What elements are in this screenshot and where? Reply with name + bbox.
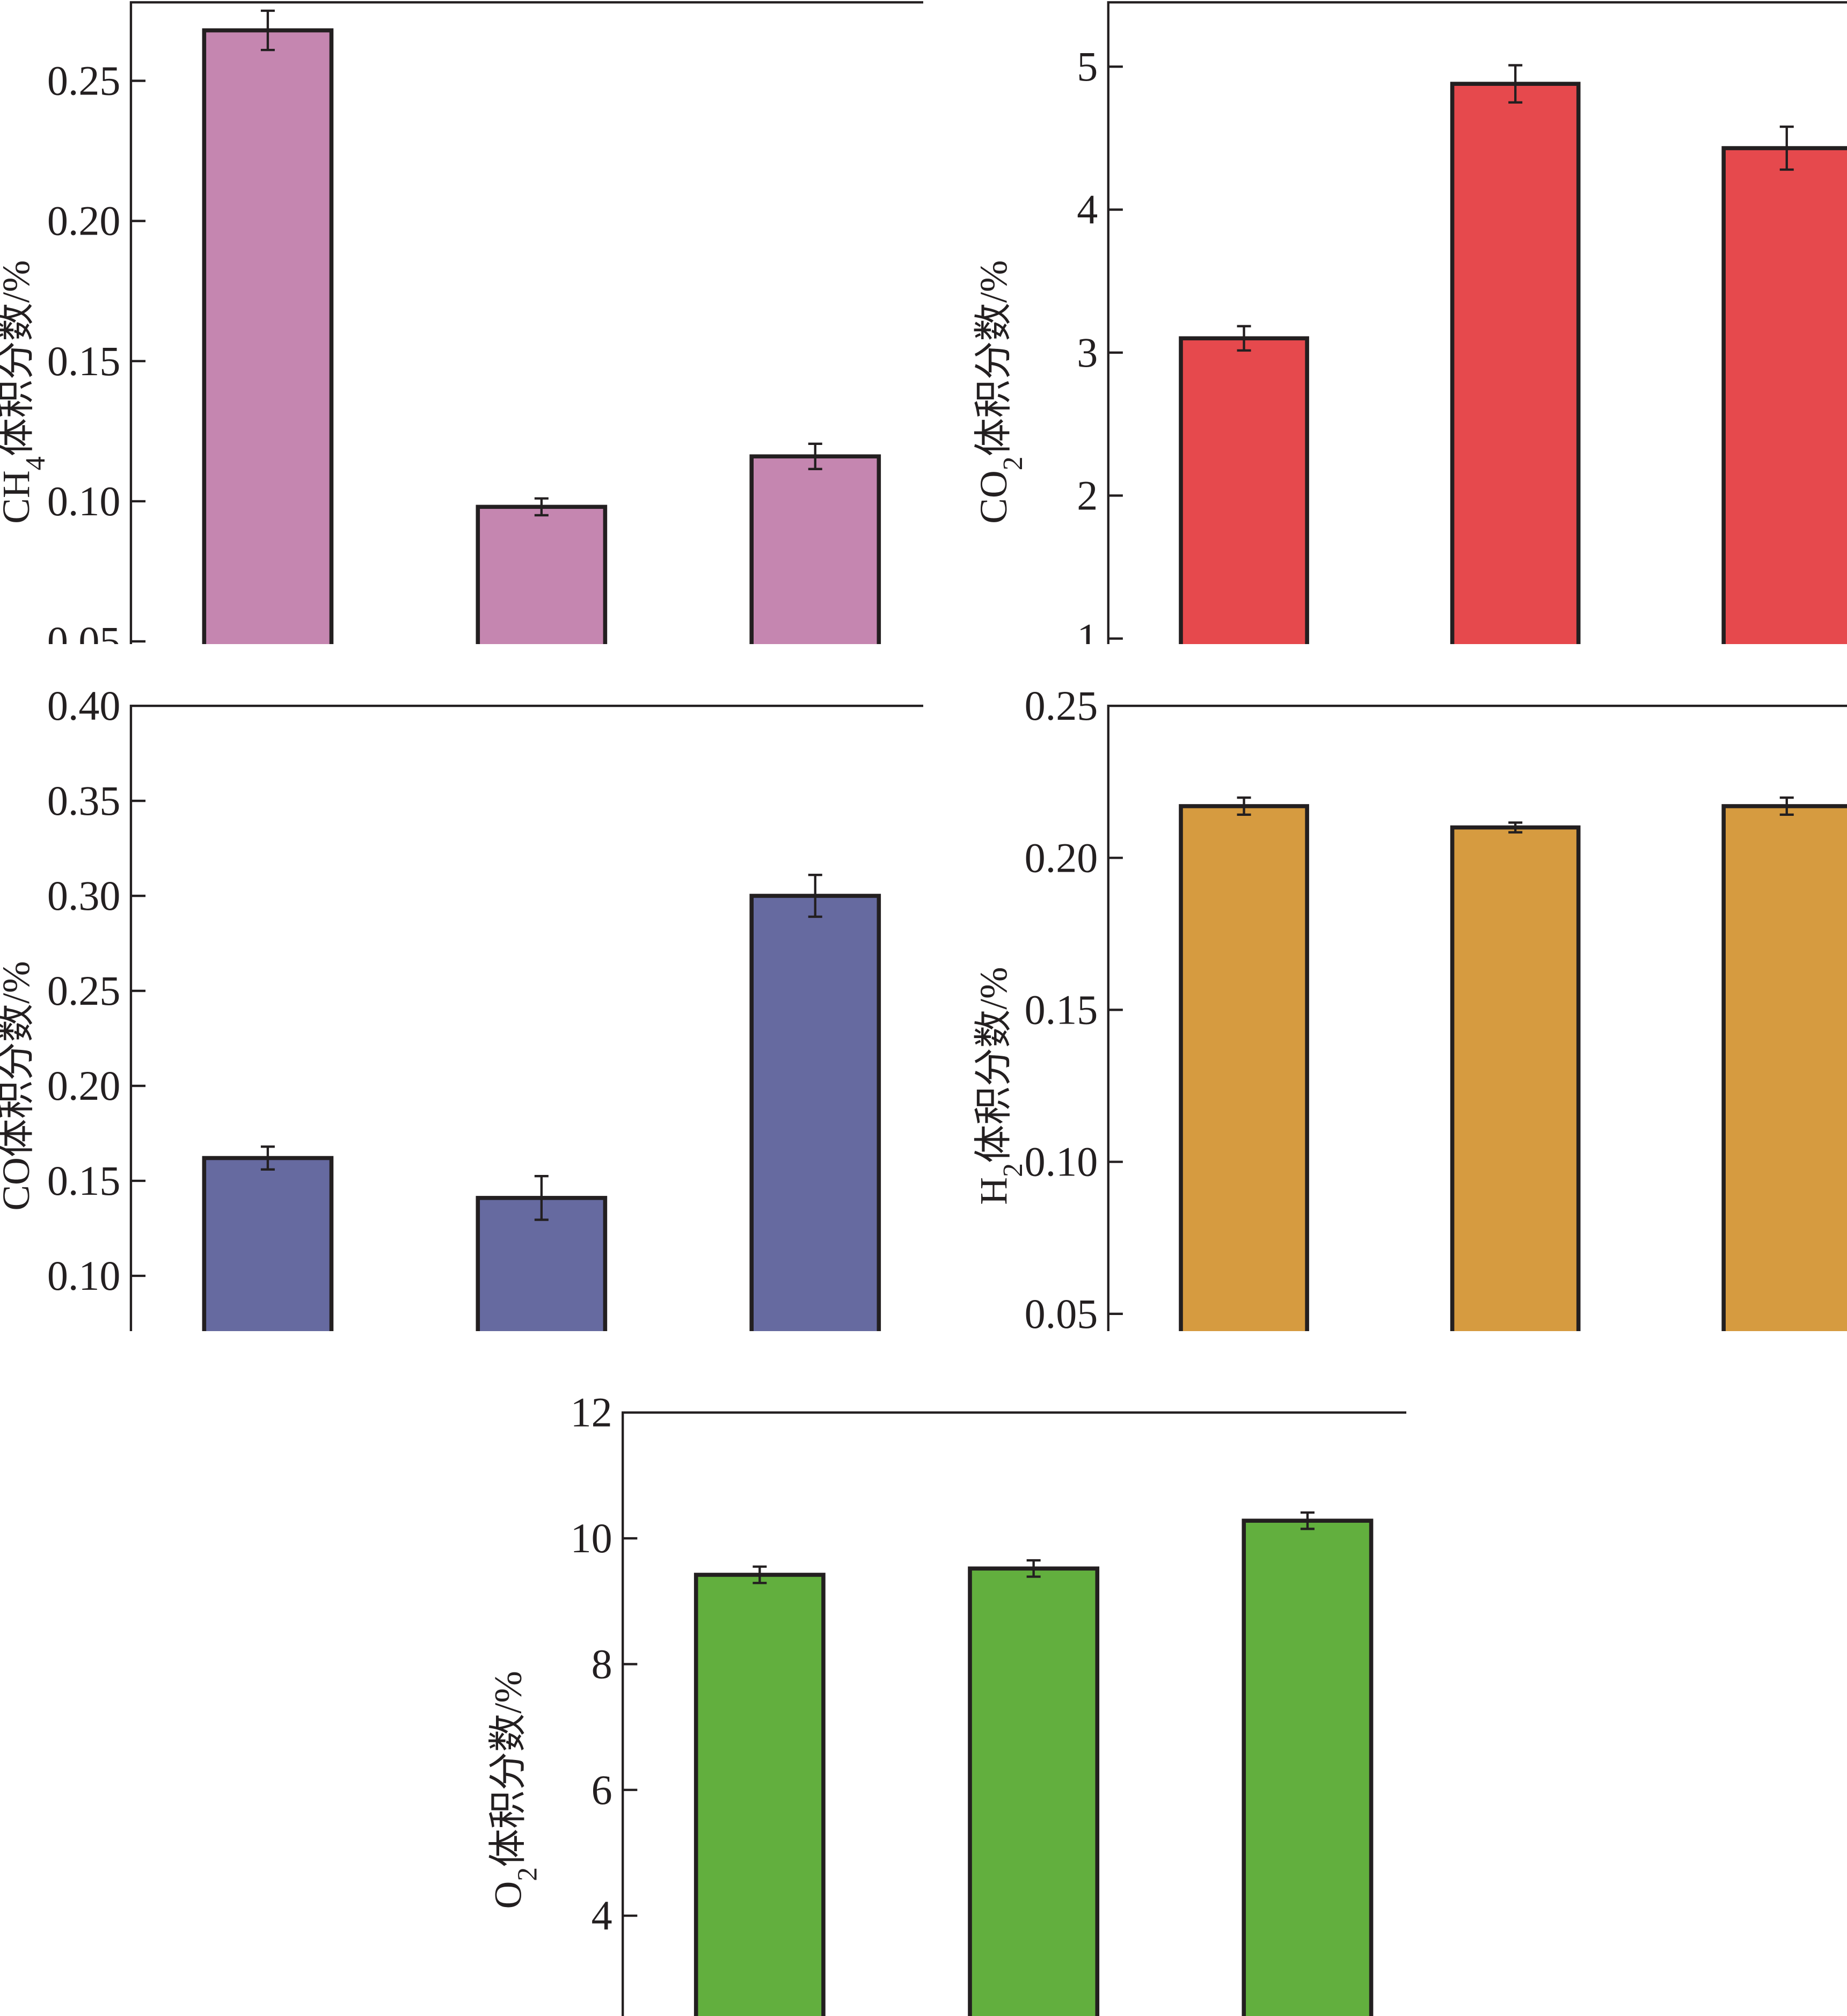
error-bar-b-0: [1237, 325, 1251, 352]
bar-a-1: [476, 505, 608, 644]
error-bar-c-0: [260, 1145, 275, 1171]
chart-panel-c: 00.050.100.150.200.250.300.350.40CaSO4Si…: [0, 682, 923, 1331]
y-tick-label: 12: [571, 1389, 612, 1436]
error-bar-a-2: [808, 442, 822, 470]
y-axis-label: O2体积分数/%: [487, 1671, 543, 1909]
plot-frame: [1107, 1, 1847, 644]
bar-e-0: [693, 1573, 826, 2016]
y-axis-label: H2体积分数/%: [973, 967, 1028, 1204]
y-tick-label: 0.25: [47, 57, 121, 104]
y-tick-label: 0.40: [47, 682, 121, 729]
y-tick-label: 0.30: [47, 872, 121, 919]
error-bar-e-1: [1026, 1559, 1041, 1578]
y-tick-label: 4: [592, 1892, 612, 1939]
error-bar-b-2: [1779, 125, 1794, 171]
chart-panel-d: 00.050.100.150.200.25CaSO4SiO2煤H2体积分数/%(…: [973, 682, 1847, 1331]
error-bar-b-1: [1508, 64, 1523, 104]
bar-d-2: [1721, 804, 1847, 1331]
chart-panel-a: 00.050.100.150.200.25CaSO4SiO2煤CH4体积分数/%…: [0, 1, 923, 644]
chart-group-b: 012345CaSO4SiO2煤CO2体积分数/%(b) 不同载氧体氧化反应中C…: [973, 1, 1847, 644]
y-tick-label: 0.10: [47, 1252, 121, 1299]
error-bar-d-1: [1508, 821, 1523, 834]
chart-panel-e: 024681012CaSO4SiO2煤O2体积分数/%(e) 不同载氧体氧化反应…: [487, 1389, 1406, 2016]
y-axis-label: CO2体积分数/%: [973, 260, 1028, 524]
y-tick-label: 0.15: [47, 1157, 121, 1204]
y-tick-label: 0.20: [1025, 834, 1098, 881]
y-tick-label: 0.35: [47, 777, 121, 824]
error-bar-e-2: [1300, 1511, 1315, 1530]
bar-b-2: [1721, 146, 1847, 644]
bar-d-0: [1179, 804, 1309, 1331]
y-axis-label: CO体积分数/%: [0, 961, 38, 1210]
bar-a-0: [202, 28, 334, 644]
y-axis-label: CH4体积分数/%: [0, 260, 51, 524]
y-tick-label: 0.15: [47, 338, 121, 384]
error-bar-c-2: [808, 873, 822, 918]
bar-b-0: [1179, 336, 1309, 644]
error-bar-e-0: [753, 1565, 767, 1584]
y-tick-label: 2: [1077, 472, 1098, 518]
y-tick-label: 0.15: [1025, 986, 1098, 1033]
bar-d-1: [1450, 825, 1581, 1331]
y-tick-label: 0.05: [47, 618, 121, 644]
chart-group-a: 00.050.100.150.200.25CaSO4SiO2煤CH4体积分数/%…: [0, 1, 923, 644]
chart-group-e: 024681012CaSO4SiO2煤O2体积分数/%(e) 不同载氧体氧化反应…: [487, 1389, 1406, 2016]
chart-panel-b: 012345CaSO4SiO2煤CO2体积分数/%(b) 不同载氧体氧化反应中C…: [973, 1, 1847, 644]
error-bar-a-1: [534, 497, 549, 517]
plot-frame: [129, 1, 923, 644]
chart-group-d: 00.050.100.150.200.25CaSO4SiO2煤H2体积分数/%(…: [973, 682, 1847, 1331]
y-tick-label: 10: [571, 1515, 612, 1561]
error-bar-a-0: [260, 9, 275, 52]
y-tick-label: 0.05: [1025, 1290, 1098, 1331]
y-tick-label: 0.20: [47, 1062, 121, 1109]
bar-a-2: [749, 454, 881, 644]
y-tick-label: 5: [1077, 43, 1098, 90]
plot-frame: [1107, 704, 1847, 1331]
error-bar-d-0: [1237, 796, 1251, 816]
bar-e-1: [968, 1566, 1100, 2016]
y-tick-label: 0.25: [47, 967, 121, 1014]
y-tick-label: 3: [1077, 329, 1098, 376]
y-tick-label: 6: [592, 1766, 612, 1813]
y-tick-label: 4: [1077, 186, 1098, 233]
y-tick-label: 1: [1077, 615, 1098, 644]
y-tick-label: 0.20: [47, 198, 121, 244]
error-bar-c-1: [534, 1174, 549, 1221]
bar-b-1: [1450, 82, 1581, 644]
bar-c-2: [749, 894, 881, 1331]
y-tick-label: 0.10: [1025, 1138, 1098, 1185]
bar-c-0: [202, 1156, 334, 1331]
bar-e-2: [1242, 1518, 1374, 2016]
y-tick-label: 8: [592, 1640, 612, 1687]
y-tick-label: 0.10: [47, 478, 121, 524]
y-tick-label: 0.25: [1025, 682, 1098, 729]
chart-group-c: 00.050.100.150.200.250.300.350.40CaSO4Si…: [0, 682, 923, 1331]
error-bar-d-2: [1779, 796, 1794, 816]
